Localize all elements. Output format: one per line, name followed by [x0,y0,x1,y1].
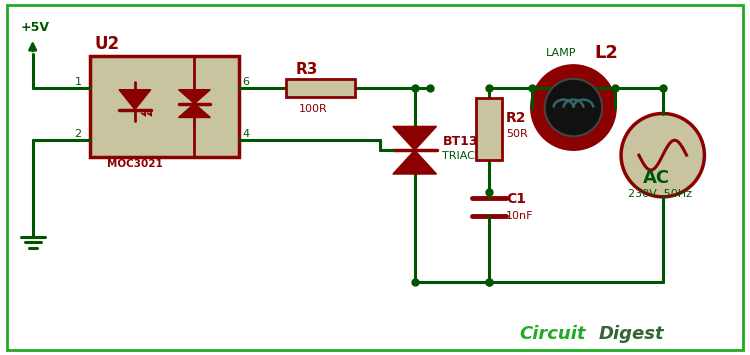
Text: 10nF: 10nF [506,211,533,221]
Text: +5V: +5V [21,21,50,34]
Polygon shape [119,90,151,110]
Text: Circuit: Circuit [519,325,585,343]
Polygon shape [178,90,210,104]
Text: C1: C1 [506,192,526,206]
Text: 2: 2 [74,129,82,139]
Bar [286,79,356,97]
Circle shape [532,66,615,149]
Text: Digest: Digest [598,325,664,343]
Text: MOC3021: MOC3021 [107,159,163,169]
Text: 6: 6 [242,77,249,87]
Text: 1: 1 [74,77,81,87]
Circle shape [544,79,602,136]
Polygon shape [393,150,436,174]
Text: BT136: BT136 [442,135,487,148]
Text: 230V, 50Hz: 230V, 50Hz [628,189,692,199]
Text: 100R: 100R [298,104,327,114]
Text: LAMP: LAMP [546,48,576,58]
Text: R3: R3 [296,62,318,77]
Text: 50R: 50R [506,129,528,139]
Text: 4: 4 [242,129,249,139]
Bar [90,56,239,157]
Polygon shape [178,104,210,118]
Text: U2: U2 [94,35,119,53]
Bar [476,98,502,160]
Text: TRIAC: TRIAC [442,151,476,161]
Text: L2: L2 [594,44,618,62]
Polygon shape [393,126,436,150]
Circle shape [621,114,704,197]
Text: AC: AC [643,169,670,187]
Text: R2: R2 [506,111,526,125]
